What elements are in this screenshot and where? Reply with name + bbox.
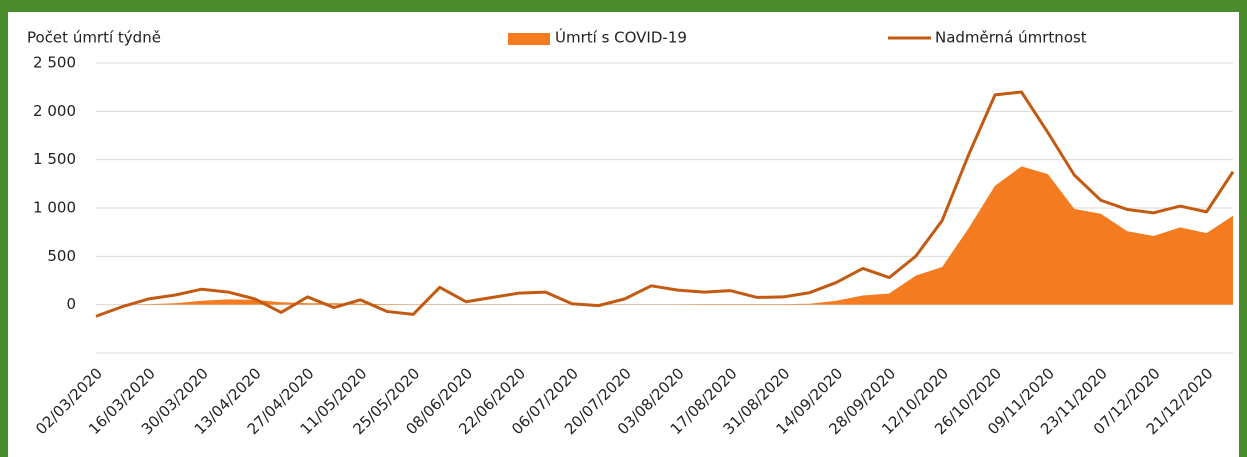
y-tick-label: 1 500 <box>33 150 76 168</box>
y-tick-label: 2 000 <box>33 102 76 120</box>
y-axis-title: Počet úmrtí týdně <box>27 29 161 47</box>
chart: Počet úmrtí týdně 0 500 1 000 1 500 2 000 2 5… <box>8 12 1239 457</box>
y-tick-label: 1 000 <box>33 199 76 217</box>
line <box>95 90 1235 318</box>
y-tick-label: 500 <box>47 247 76 265</box>
legend-swatch <box>508 33 550 45</box>
area <box>96 166 1233 305</box>
y-tick-label: 2 500 <box>33 54 76 72</box>
legend-label: Nadměrná úmrtnost <box>935 29 1087 47</box>
legend-label: Úmrtí s COVID-19 <box>555 28 687 47</box>
y-tick-label: 0 <box>66 295 76 313</box>
